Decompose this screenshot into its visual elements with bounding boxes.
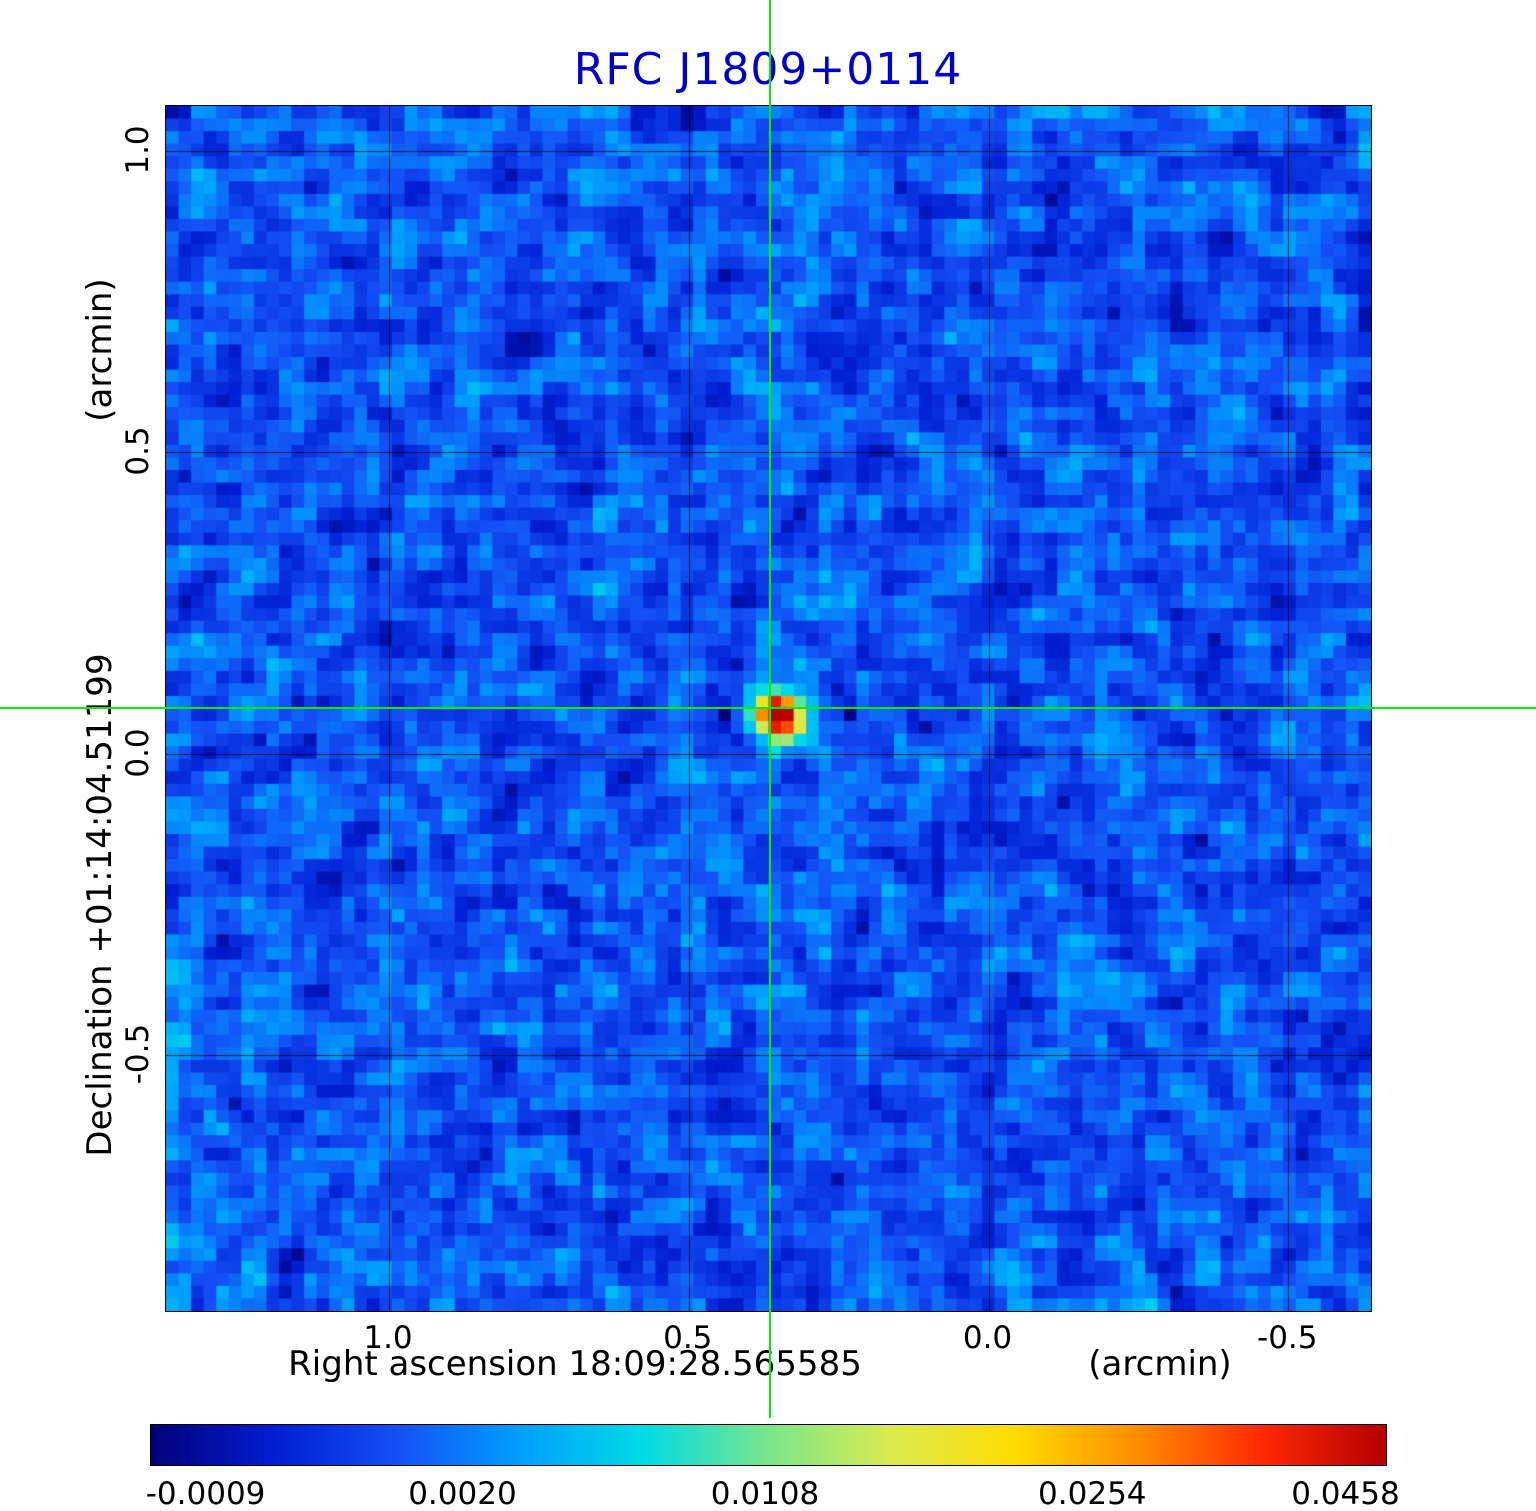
x-tick-label: 1.0 — [363, 1320, 413, 1356]
x-tick-label: 0.0 — [962, 1320, 1013, 1356]
y-tick-label: 0.5 — [120, 426, 156, 477]
colorbar-gradient — [150, 1424, 1387, 1466]
colorbar-tick-label: 0.0254 — [1038, 1476, 1147, 1511]
crosshair-horizontal-line — [0, 706, 1536, 709]
sky-map-canvas — [166, 106, 1371, 1311]
y-tick-label: 0.0 — [120, 728, 156, 778]
y-axis-label: Declination +01:14:04.51199 — [80, 653, 120, 1157]
colorbar-tick-label: 0.0108 — [710, 1476, 820, 1511]
x-axis-unit-label: (arcmin) — [1088, 1344, 1232, 1384]
colorbar-tick-label: -0.0009 — [145, 1476, 266, 1511]
y-axis-unit-label: (arcmin) — [80, 278, 120, 422]
x-axis-label: Right ascension 18:09:28.565585 — [288, 1344, 862, 1384]
crosshair-vertical-line — [769, 0, 772, 1418]
x-tick-label: -0.5 — [1257, 1320, 1318, 1356]
y-tick-label: -0.5 — [120, 1023, 156, 1085]
y-tick-label: 1.0 — [120, 125, 156, 175]
x-tick-label: 0.5 — [663, 1320, 713, 1356]
colorbar-tick-label: 0.0020 — [408, 1476, 517, 1511]
colorbar-tick-label: 0.0458 — [1291, 1476, 1400, 1511]
figure-title: RFC J1809+0114 — [573, 44, 963, 95]
sky-map-plot-area — [165, 105, 1372, 1312]
